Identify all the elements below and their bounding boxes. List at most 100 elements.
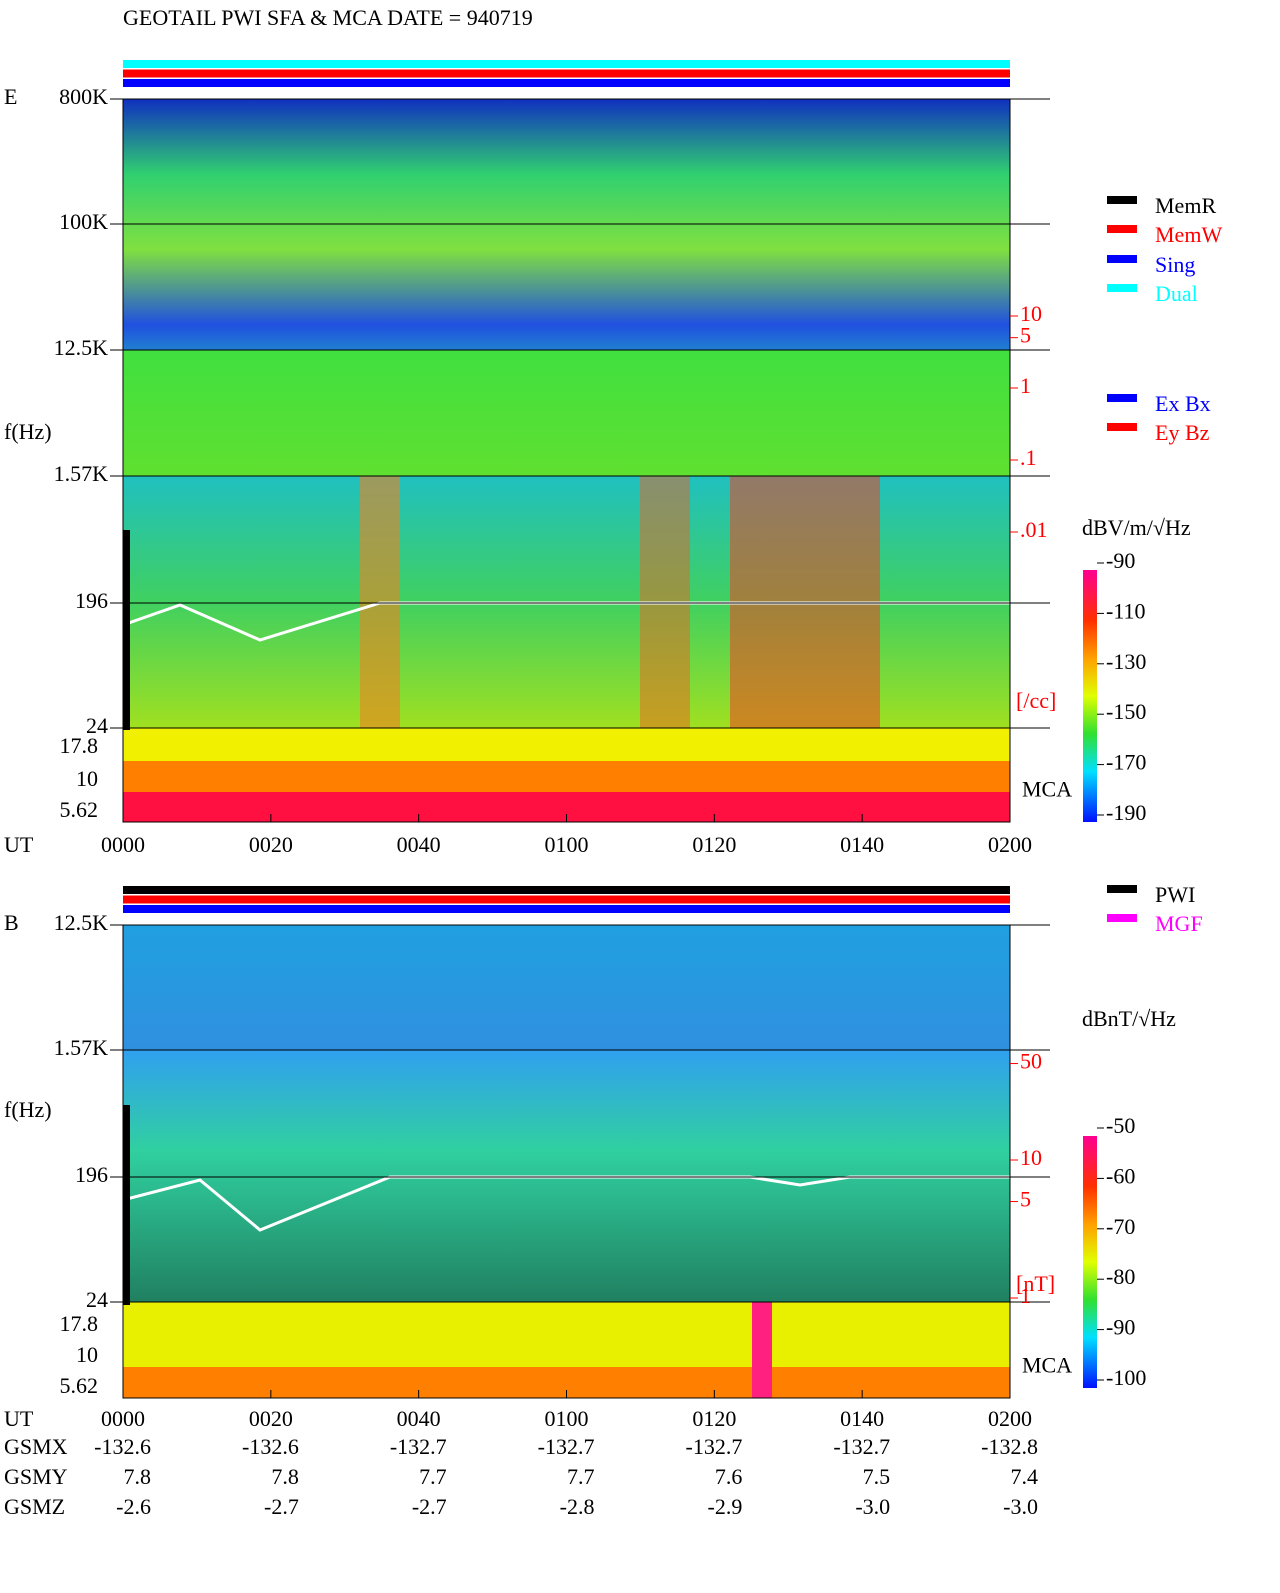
status-bar bbox=[123, 905, 1010, 913]
legend-swatch bbox=[1107, 885, 1137, 893]
orbit-value: -2.8 bbox=[560, 1494, 595, 1519]
orbit-value: 7.4 bbox=[1011, 1464, 1039, 1489]
x-axis-label: UT bbox=[4, 1406, 34, 1431]
orbit-value: 7.7 bbox=[567, 1464, 595, 1489]
density-unit: [/cc] bbox=[1016, 688, 1056, 713]
orbit-row-label: GSMY bbox=[4, 1464, 68, 1489]
status-bar bbox=[123, 79, 1010, 87]
orbit-value: 7.8 bbox=[124, 1464, 152, 1489]
status-bar bbox=[123, 69, 1010, 78]
time-tick-label: 0040 bbox=[397, 1406, 441, 1431]
orbit-value: -2.9 bbox=[708, 1494, 743, 1519]
legend-label: Sing bbox=[1155, 252, 1195, 277]
density-tick-label: 1 bbox=[1020, 373, 1031, 398]
status-bar bbox=[123, 895, 1010, 904]
density-tick-label: 5 bbox=[1020, 1187, 1031, 1212]
legend-label: MemR bbox=[1155, 193, 1216, 218]
colorbar-tick-label: -90 bbox=[1106, 548, 1135, 573]
time-tick-label: 0000 bbox=[101, 1406, 145, 1431]
time-tick-label: 0200 bbox=[988, 1406, 1032, 1431]
orbit-value: -132.6 bbox=[94, 1434, 151, 1459]
colorbar-tick-label: -80 bbox=[1106, 1264, 1135, 1289]
freq-tick-label: 800K bbox=[59, 84, 108, 109]
colorbar-tick-label: -130 bbox=[1106, 649, 1146, 674]
orbit-row-label: GSMZ bbox=[4, 1494, 65, 1519]
colorbar bbox=[1083, 570, 1097, 822]
colorbar-tick-label: -70 bbox=[1106, 1214, 1135, 1239]
colorbar-tick-label: -110 bbox=[1106, 598, 1146, 623]
orbit-value: -3.0 bbox=[855, 1494, 890, 1519]
legend-swatch bbox=[1107, 394, 1137, 402]
y-axis-label: f(Hz) bbox=[4, 419, 52, 444]
mca-label: MCA bbox=[1022, 1353, 1072, 1378]
legend-swatch bbox=[1107, 225, 1137, 233]
memory-trace bbox=[123, 1105, 130, 1305]
colorbar-tick-label: -50 bbox=[1106, 1113, 1135, 1138]
mca-band bbox=[123, 1302, 1010, 1367]
time-tick-label: 0020 bbox=[249, 1406, 293, 1431]
spectrogram-band bbox=[123, 350, 1010, 476]
freq-tick-label: 1.57K bbox=[54, 1035, 109, 1060]
panel-label: B bbox=[4, 910, 19, 935]
orbit-value: -132.6 bbox=[242, 1434, 299, 1459]
status-bar bbox=[123, 60, 1010, 68]
time-tick-label: 0100 bbox=[545, 1406, 589, 1431]
density-tick-label: .1 bbox=[1020, 445, 1037, 470]
colorbar-tick-label: -150 bbox=[1106, 699, 1146, 724]
freq-tick-label: 24 bbox=[86, 713, 108, 738]
orbit-value: -2.7 bbox=[264, 1494, 299, 1519]
orbit-value: 7.8 bbox=[271, 1464, 299, 1489]
legend-swatch bbox=[1107, 196, 1137, 204]
freq-tick-label: 196 bbox=[75, 1162, 108, 1187]
colorbar-tick-label: -90 bbox=[1106, 1315, 1135, 1340]
time-tick-label: 0140 bbox=[840, 1406, 884, 1431]
time-tick-label: 0040 bbox=[397, 832, 441, 857]
orbit-value: 7.6 bbox=[715, 1464, 743, 1489]
memory-trace bbox=[123, 530, 130, 730]
title: GEOTAIL PWI SFA & MCA DATE = 940719 bbox=[123, 5, 533, 30]
time-tick-label: 0120 bbox=[692, 1406, 736, 1431]
spectrogram-band bbox=[123, 925, 1010, 1050]
mca-band bbox=[123, 761, 1010, 792]
mca-tick-label: 17.8 bbox=[60, 733, 99, 758]
freq-tick-label: 100K bbox=[59, 209, 108, 234]
colorbar-tick-label: -190 bbox=[1106, 800, 1146, 825]
legend-label: Ey Bz bbox=[1155, 420, 1210, 445]
mca-tick-label: 10 bbox=[76, 1342, 98, 1367]
orbit-value: -132.7 bbox=[833, 1434, 890, 1459]
legend-label: MGF bbox=[1155, 911, 1203, 936]
orbit-value: -3.0 bbox=[1003, 1494, 1038, 1519]
density-tick-label: .01 bbox=[1020, 517, 1048, 542]
time-tick-label: 0100 bbox=[545, 832, 589, 857]
colorbar-tick-label: -100 bbox=[1106, 1365, 1146, 1390]
freq-tick-label: 12.5K bbox=[54, 335, 109, 360]
time-tick-label: 0000 bbox=[101, 832, 145, 857]
colorbar-unit: dBV/m/√Hz bbox=[1082, 515, 1191, 540]
orbit-value: -132.8 bbox=[981, 1434, 1038, 1459]
density-tick-label: 10 bbox=[1020, 1145, 1042, 1170]
orbit-value: 7.5 bbox=[863, 1464, 891, 1489]
mca-tick-label: 17.8 bbox=[60, 1311, 99, 1336]
density-unit: [nT] bbox=[1016, 1271, 1055, 1296]
density-tick-label: 5 bbox=[1020, 323, 1031, 348]
freq-tick-label: 1.57K bbox=[54, 461, 109, 486]
legend-label: PWI bbox=[1155, 882, 1195, 907]
density-tick-label: 1 bbox=[1020, 1283, 1031, 1308]
legend-swatch bbox=[1107, 423, 1137, 431]
legend-label: Ex Bx bbox=[1155, 391, 1211, 416]
orbit-value: -2.6 bbox=[116, 1494, 151, 1519]
legend-label: MemW bbox=[1155, 222, 1222, 247]
orbit-value: -132.7 bbox=[686, 1434, 743, 1459]
orbit-value: -2.7 bbox=[412, 1494, 447, 1519]
legend-swatch bbox=[1107, 284, 1137, 292]
orbit-value: 7.7 bbox=[419, 1464, 447, 1489]
mca-tick-label: 5.62 bbox=[60, 797, 99, 822]
time-tick-label: 0140 bbox=[840, 832, 884, 857]
time-tick-label: 0120 bbox=[692, 832, 736, 857]
colorbar-unit: dBnT/√Hz bbox=[1082, 1006, 1176, 1031]
mca-burst bbox=[752, 1302, 772, 1398]
y-axis-label: f(Hz) bbox=[4, 1097, 52, 1122]
orbit-row-label: GSMX bbox=[4, 1434, 68, 1459]
x-axis-label: UT bbox=[4, 832, 34, 857]
